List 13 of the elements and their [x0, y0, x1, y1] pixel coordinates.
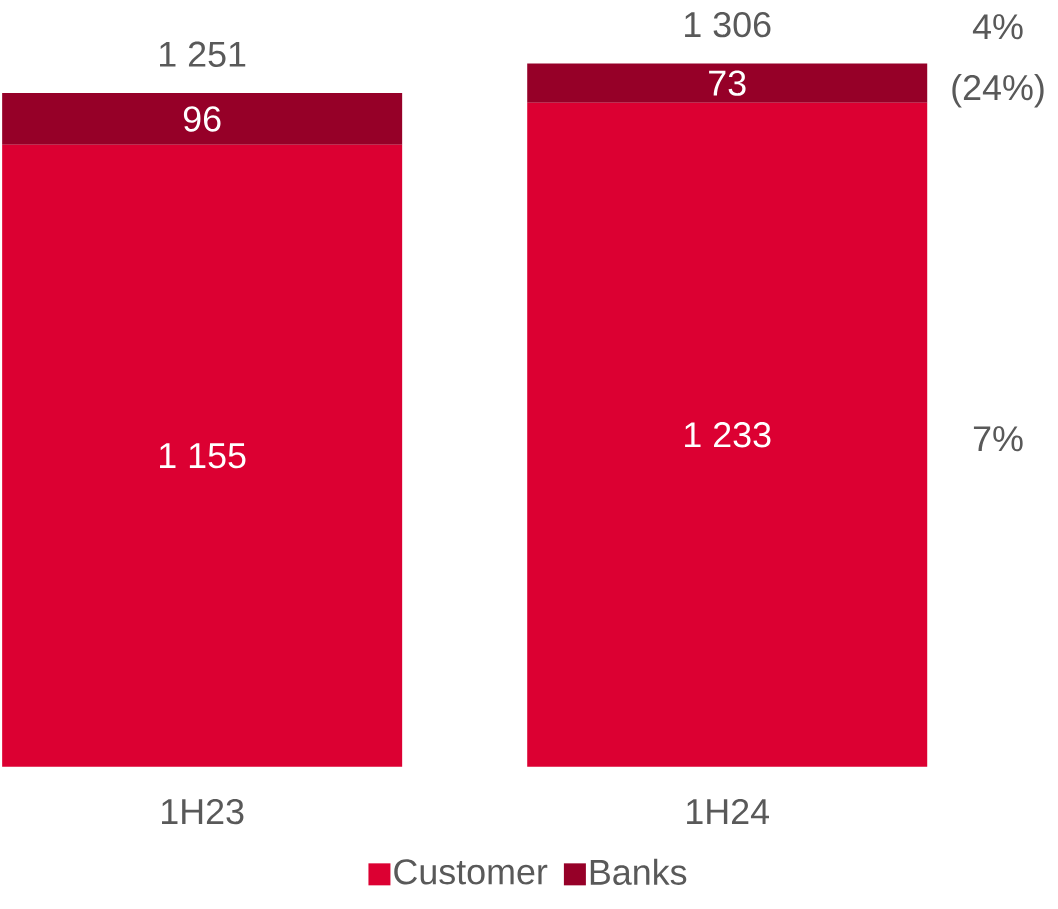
x-tick-label: 1H24 [687, 799, 770, 825]
data-label: 1 233 [685, 422, 771, 448]
total-label: 1 306 [685, 12, 771, 38]
legend-label: Banks [590, 858, 687, 886]
data-label: 73 [709, 70, 746, 96]
text: 4% [972, 14, 1023, 40]
total-label: 1 251 [160, 41, 246, 68]
legend-label: Customer [394, 859, 548, 885]
data-label: 1 155 [160, 443, 246, 469]
x-tick-label: 1H23 [162, 799, 244, 825]
data-label: 96 [183, 106, 221, 132]
annotation: (24%) [952, 74, 1044, 108]
annotation: 7% [973, 426, 1023, 452]
